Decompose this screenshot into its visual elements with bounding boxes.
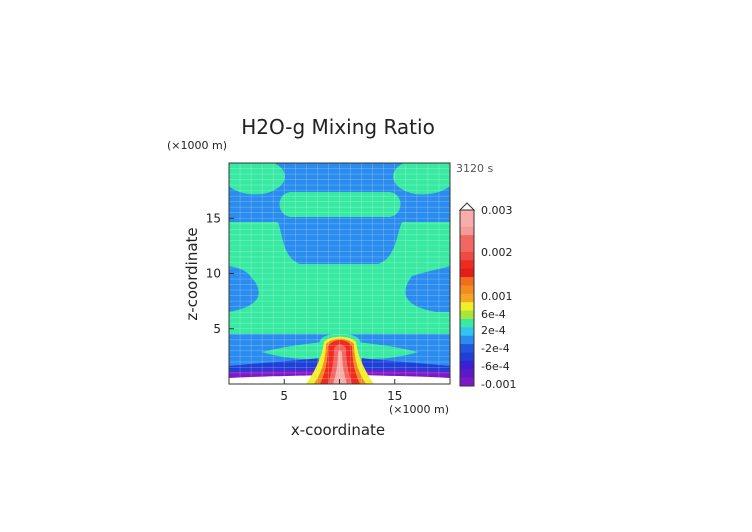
colorbar-band: [460, 352, 474, 362]
colorbar-band: [460, 377, 474, 387]
colorbar-band: [460, 235, 474, 244]
y-tick-label: 5: [213, 322, 221, 336]
plot-area: 5 10 15 5 10 15: [206, 162, 451, 403]
colorbar-band: [460, 318, 474, 328]
colorbar-tick-label: 2e-4: [481, 324, 506, 337]
colorbar-band: [460, 327, 474, 337]
green-region-top-right: [393, 163, 450, 195]
x-tick-label: 5: [280, 389, 288, 403]
colorbar: 0.003 0.002 0.001 6e-4 2e-4 -2e-4 -6e-4 -0.001: [458, 202, 516, 391]
colorbar-band: [460, 293, 474, 303]
chart-title: H2O-g Mixing Ratio: [241, 115, 435, 139]
colorbar-band: [460, 277, 474, 286]
y-tick-label: 10: [206, 267, 221, 281]
colorbar-band: [460, 369, 474, 379]
colorbar-band: [460, 310, 474, 320]
colorbar-band: [460, 285, 474, 295]
axis-ticks: 5 10 15 5 10 15: [206, 211, 403, 403]
colorbar-band: [460, 344, 474, 353]
x-tick-label: 15: [387, 389, 402, 403]
colorbar-band: [460, 218, 474, 228]
colorbar-band: [460, 302, 474, 311]
colorbar-tick-label: 6e-4: [481, 308, 506, 321]
y-tick-label: 15: [206, 211, 221, 225]
x-unit-label: (×1000 m): [389, 403, 449, 416]
green-region-middle: [229, 222, 450, 334]
colorbar-bands: [460, 210, 474, 387]
colorbar-tick-label: 0.001: [481, 290, 513, 303]
colorbar-band: [460, 335, 474, 345]
colorbar-tick-label: -6e-4: [481, 360, 510, 373]
colorbar-band: [460, 226, 474, 236]
time-label: 3120 s: [456, 162, 493, 175]
colorbar-tick-label: 0.003: [481, 204, 513, 217]
colorbar-tick-label: 0.002: [481, 246, 513, 259]
x-tick-label: 10: [332, 389, 347, 403]
green-region-top-left: [229, 163, 285, 195]
contour-fields: [229, 163, 450, 384]
colorbar-triangle: [458, 202, 476, 211]
colorbar-band: [460, 251, 474, 261]
colorbar-labels: 0.003 0.002 0.001 6e-4 2e-4 -2e-4 -6e-4 -0.001: [481, 204, 516, 391]
y-unit-label: (×1000 m): [167, 139, 227, 152]
plume-pink: [333, 350, 347, 384]
colorbar-border: [459, 209, 475, 387]
y-axis-label: z-coordinate: [183, 227, 201, 320]
colorbar-band: [460, 268, 474, 278]
grid: [229, 163, 450, 384]
colorbar-band: [460, 260, 474, 270]
colorbar-tick-label: -2e-4: [481, 342, 510, 355]
colorbar-band: [460, 210, 474, 219]
colorbar-band: [460, 360, 474, 370]
colorbar-tick-label: -0.001: [481, 378, 516, 391]
green-region-upper-middle: [279, 192, 401, 217]
colorbar-band: [460, 243, 474, 253]
x-axis-label: x-coordinate: [291, 421, 385, 439]
